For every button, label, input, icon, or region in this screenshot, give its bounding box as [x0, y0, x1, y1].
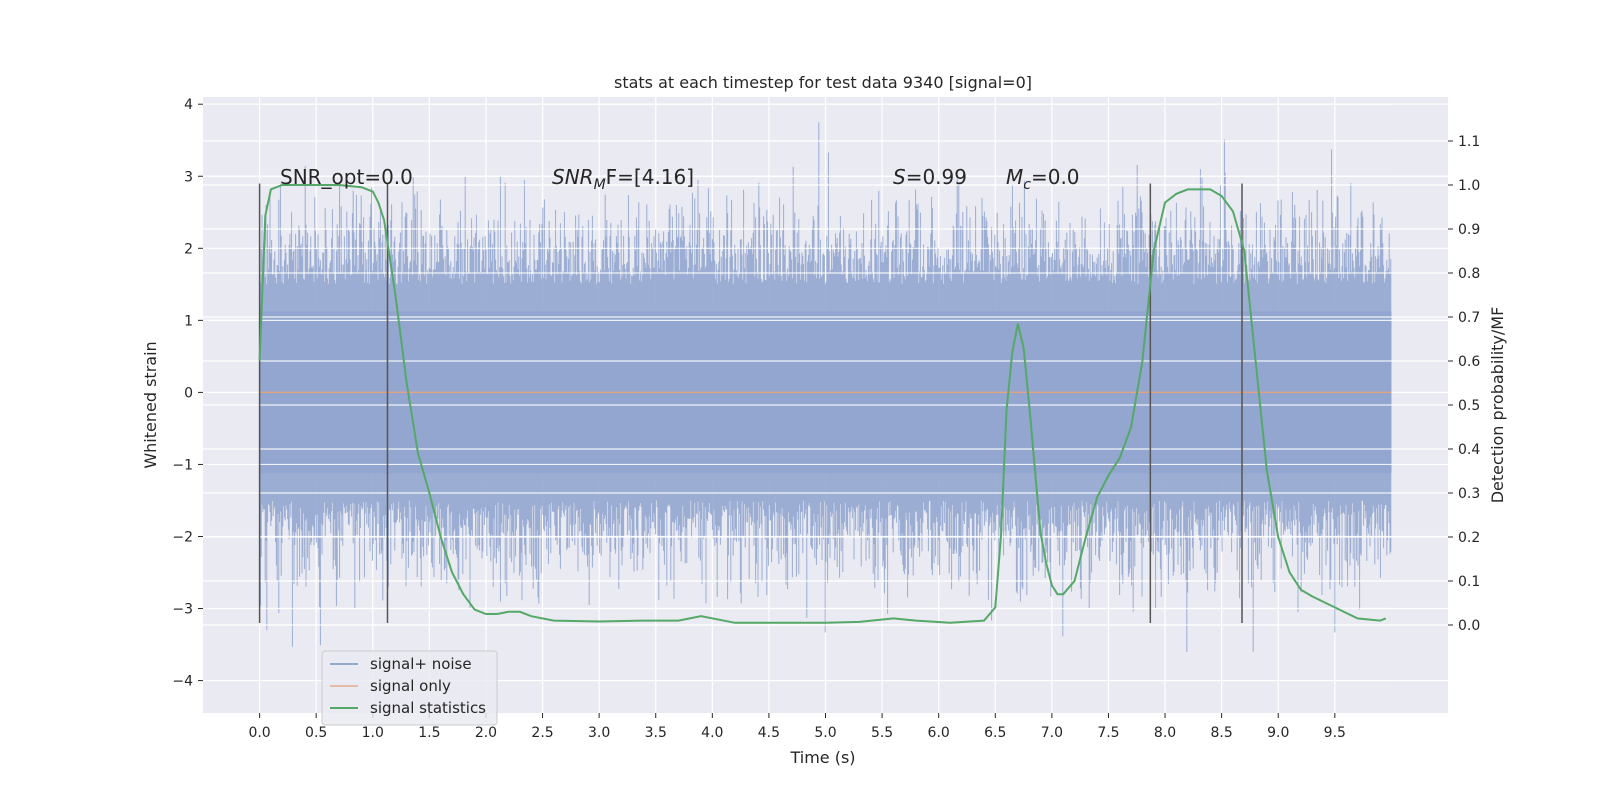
x-tick-label: 3.0	[588, 725, 610, 741]
x-tick-label: 8.0	[1154, 725, 1176, 741]
legend-box	[321, 650, 498, 726]
y-right-tick-label: 0.0	[1458, 618, 1480, 634]
x-tick-label: 7.0	[1041, 725, 1063, 741]
y-right-tick-label: 1.0	[1458, 178, 1480, 194]
y-right-tick-label: 0.7	[1458, 310, 1480, 326]
annotation-mc-value: =0.0	[1031, 165, 1080, 189]
x-axis-ticks: 0.0 0.5 1.0 1.5 2.0 2.5 3.0 3.5 4.0 4.5 5.0 5.5 6.0 6…	[248, 713, 1346, 741]
x-tick-label: 4.5	[758, 725, 780, 741]
x-tick-label: 9.5	[1324, 725, 1346, 741]
x-tick-label: 5.0	[814, 725, 836, 741]
legend: signal+ noise signal only signal statist…	[321, 650, 498, 726]
annotation-s-value: =0.99	[906, 165, 967, 189]
y-right-tick-label: 1.1	[1458, 134, 1480, 150]
y-left-axis-label: Whitened strain	[141, 341, 160, 468]
annotation-snr-mf-symbol: SNR	[552, 165, 594, 189]
x-tick-label: 1.0	[362, 725, 384, 741]
x-tick-label: 0.0	[248, 725, 270, 741]
y-left-axis-ticks: 4 3 2 1 0 −1 −2 −3 −4	[172, 97, 203, 690]
annotation-mc-symbol: M	[1006, 165, 1023, 189]
annotation-snr-mf-subscript: M	[594, 177, 606, 193]
legend-label-signal-noise: signal+ noise	[370, 655, 472, 673]
x-tick-label: 5.5	[871, 725, 893, 741]
y-left-tick-label: 4	[184, 97, 193, 113]
signal-statistics-series	[258, 184, 1387, 624]
annotation-s-symbol: S	[893, 165, 906, 189]
annotation-mc-subscript: c	[1023, 177, 1031, 193]
y-right-axis-ticks: 1.1 1.0 0.9 0.8 0.7 0.6 0.5 0.4 0.3 0.2 0.1 0.0	[1448, 134, 1480, 634]
y-right-tick-label: 0.6	[1458, 354, 1480, 370]
x-tick-label: 0.5	[305, 725, 327, 741]
annotation-s: S=0.99	[893, 165, 967, 189]
y-right-tick-label: 0.5	[1458, 398, 1480, 414]
y-right-tick-label: 0.9	[1458, 222, 1480, 238]
y-left-tick-label: 2	[184, 241, 193, 257]
x-tick-label: 2.5	[531, 725, 553, 741]
legend-label-signal-only: signal only	[370, 677, 451, 695]
x-tick-label: 3.5	[645, 725, 667, 741]
x-tick-label: 7.5	[1097, 725, 1119, 741]
y-right-tick-label: 0.8	[1458, 266, 1480, 282]
x-tick-label: 1.5	[418, 725, 440, 741]
y-right-tick-label: 0.4	[1458, 442, 1480, 458]
y-left-tick-label: −2	[172, 529, 193, 545]
y-left-tick-label: 1	[184, 313, 193, 329]
legend-label-signal-statistics: signal statistics	[370, 699, 486, 717]
annotation-snr-opt: SNR_opt=0.0	[280, 165, 413, 189]
y-left-tick-label: −4	[172, 674, 193, 690]
x-tick-label: 4.0	[701, 725, 723, 741]
x-tick-label: 2.0	[475, 725, 497, 741]
x-tick-label: 6.5	[984, 725, 1006, 741]
annotation-snr-mf: SNRMF=[4.16]	[552, 165, 694, 193]
chart-title: stats at each timestep for test data 934…	[614, 73, 1032, 92]
y-right-axis-label: Detection probability/MF	[1488, 307, 1507, 504]
y-left-tick-label: 3	[184, 169, 193, 185]
y-right-tick-label: 0.1	[1458, 574, 1480, 590]
x-tick-label: 8.5	[1211, 725, 1233, 741]
y-left-tick-label: −1	[172, 457, 193, 473]
y-left-tick-label: 0	[184, 385, 193, 401]
annotation-snr-mf-value: F=[4.16]	[606, 165, 694, 189]
x-axis-label: Time (s)	[789, 748, 855, 767]
y-right-tick-label: 0.2	[1458, 530, 1480, 546]
x-tick-label: 9.0	[1267, 725, 1289, 741]
x-tick-label: 6.0	[928, 725, 950, 741]
y-right-tick-label: 0.3	[1458, 486, 1480, 502]
vertical-markers	[258, 183, 1243, 623]
y-left-tick-label: −3	[172, 602, 193, 618]
annotation-mc: Mc=0.0	[1006, 165, 1080, 193]
